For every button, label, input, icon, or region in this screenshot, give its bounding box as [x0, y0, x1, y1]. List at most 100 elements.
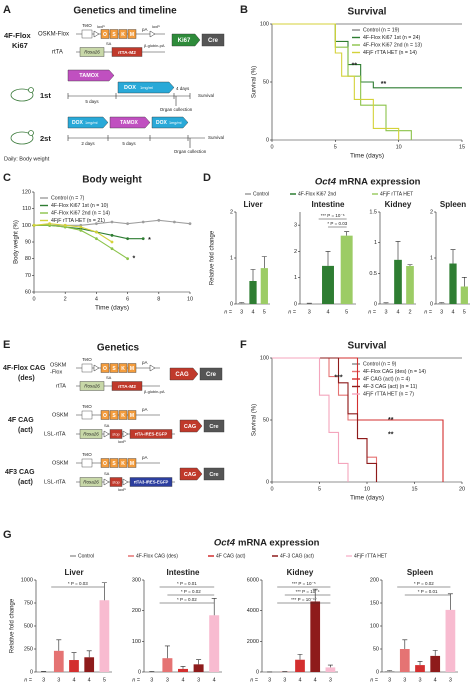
marker: [110, 247, 114, 251]
annotation: * P = 0.01: [177, 581, 197, 586]
label: 2 days: [81, 141, 95, 146]
y-tick-label: 100: [260, 21, 269, 27]
legend-label: 4F-Flox Ki67 2nd (n = 13): [363, 42, 422, 48]
label: LSL-rtTA: [44, 479, 66, 485]
mouse-ear: [28, 130, 34, 136]
bar: [460, 286, 468, 304]
rtta-ires-box: [129, 477, 173, 487]
y-tick-label: 1.5: [369, 209, 377, 215]
bar: [209, 615, 220, 672]
n-value: 4: [326, 309, 329, 315]
error-bar: [211, 598, 217, 616]
error-bar: [461, 277, 467, 287]
legend-label: 4FjF rTTA HET: [354, 553, 387, 559]
n-value: 4: [314, 677, 317, 683]
legend-label: 4F-Flox Ki67 2nd (n = 14): [51, 210, 110, 216]
factor-box: [100, 363, 110, 373]
label: DOX: [156, 120, 168, 126]
error-bar: [344, 231, 350, 236]
label: 1st: [40, 91, 51, 100]
marker: [110, 233, 114, 237]
n-value: 5: [463, 309, 466, 315]
cag-box: [169, 367, 199, 381]
y-tick-label: 0: [256, 669, 259, 675]
n-value: 4: [298, 677, 301, 683]
label: 5 days: [122, 141, 136, 146]
label: Organ collection: [160, 107, 193, 112]
label: Daily: Body weight: [4, 156, 50, 162]
y-tick-label: 70: [25, 273, 31, 279]
error-bar: [402, 639, 408, 649]
loxp-site: [149, 364, 156, 372]
x-tick-label: 10: [187, 296, 193, 302]
series-line: [272, 23, 400, 140]
label: 2st: [40, 134, 51, 143]
x-tick-label: 8: [157, 296, 160, 302]
label: Ki67: [178, 38, 191, 44]
y-tick-label: 0: [266, 479, 269, 485]
label: Cre: [209, 472, 218, 478]
label: pA: [142, 360, 148, 365]
label: S: [112, 32, 116, 38]
marker: [157, 218, 161, 222]
y-tick-label: 80: [25, 256, 31, 262]
n-label: n =: [288, 309, 297, 315]
rtta-box: [111, 47, 143, 57]
dox-box: [117, 81, 175, 94]
n-value: 5: [263, 309, 266, 315]
y-tick-label: 2: [294, 249, 297, 255]
error-bar: [56, 639, 62, 651]
marker: [173, 220, 176, 224]
annotation: *** P = 10⁻⁵: [292, 581, 316, 586]
factor-box: [109, 410, 119, 420]
panel-title: mRNA expression: [238, 538, 320, 549]
dox-box: [151, 116, 189, 129]
n-value: 3: [240, 309, 243, 315]
stop-box: [109, 477, 123, 487]
label: TAMOX: [79, 73, 99, 79]
y-tick-label: 200: [132, 608, 141, 614]
n-label: n =: [368, 309, 377, 315]
y-tick-label: 0: [266, 137, 269, 143]
label: O: [103, 32, 107, 38]
n-value: 3: [166, 677, 169, 683]
label: 4 days: [176, 86, 190, 91]
y-tick-label: 2000: [247, 639, 259, 645]
legend-label: 4FjF rTTA HET (n = 21): [51, 218, 105, 224]
n-label: n =: [424, 309, 433, 315]
label: 4F-Flox: [4, 31, 31, 40]
bar: [99, 600, 110, 672]
rosa-box: [79, 47, 105, 57]
x-tick-label: 2: [64, 296, 67, 302]
label: (des): [18, 375, 35, 382]
legend-label: 4F-Flox CAG (des) (n = 14): [363, 369, 426, 375]
label: 1mg/ml: [85, 121, 98, 125]
series-line: [33, 223, 113, 243]
y-tick-label: 0: [230, 301, 233, 307]
label: TetO: [82, 357, 92, 362]
bar: [260, 268, 268, 304]
panel-letter: A: [3, 4, 11, 16]
label: O: [103, 366, 107, 372]
y-tick-label: 2: [430, 209, 433, 215]
bar: [53, 650, 64, 672]
legend-label: 4F-Flox Ki67 2nd: [298, 191, 336, 197]
bar: [415, 665, 425, 672]
factor-box: [127, 29, 137, 39]
chart-title: Intestine: [167, 568, 200, 577]
loxp-site: [122, 430, 129, 438]
error-bar: [261, 256, 267, 269]
y-tick-label: 0: [294, 301, 297, 307]
x-tick-label: 0: [270, 144, 273, 150]
chart-title: Liver: [243, 200, 262, 209]
label: OSKM: [52, 460, 69, 466]
tamox-box: [67, 69, 115, 82]
label: Ki67: [12, 41, 28, 50]
series-line: [34, 224, 144, 240]
label: DOX: [124, 85, 136, 91]
legend-label: 4F-Flox Ki67 1st (n = 10): [51, 203, 109, 209]
cre-box: [199, 367, 223, 381]
label: stop: [112, 432, 120, 437]
label: pA: [142, 27, 148, 32]
